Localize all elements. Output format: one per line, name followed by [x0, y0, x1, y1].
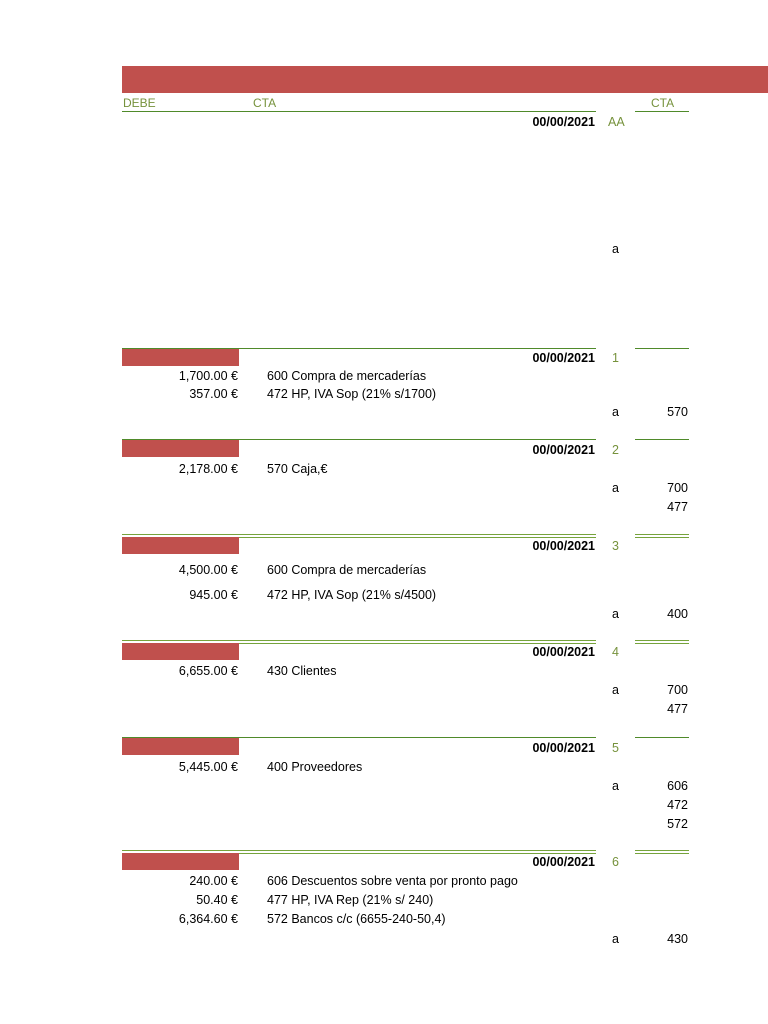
entry-rule-right: [635, 534, 689, 538]
credit-account: 572: [667, 817, 688, 831]
credit-account: 477: [667, 702, 688, 716]
debit-account: 400 Proveedores: [267, 760, 363, 774]
debit-account: 606 Descuentos sobre venta por pronto pa…: [267, 874, 518, 888]
debit-account: 600 Compra de mercaderías: [267, 369, 427, 383]
credit-account: 477: [667, 500, 688, 514]
entry-red-block: [122, 537, 239, 554]
debit-amount: 357.00 €: [189, 387, 238, 401]
credit-account: 700: [667, 481, 688, 495]
credit-account: 400: [667, 607, 688, 621]
header-cta-right: CTA: [651, 96, 675, 110]
debit-account: 572 Bancos c/c (6655-240-50,4): [267, 912, 446, 926]
entry-rule-right: [635, 348, 689, 349]
entry-red-block: [122, 349, 239, 366]
entry-date: 00/00/2021: [532, 539, 595, 553]
credit-marker: a: [612, 481, 619, 495]
debit-amount: 2,178.00 €: [178, 462, 238, 476]
entry-date: 00/00/2021: [532, 855, 595, 869]
credit-marker: a: [612, 779, 619, 793]
debit-amount: 1,700.00 €: [178, 369, 238, 383]
debit-account: 472 HP, IVA Sop (21% s/1700): [267, 387, 437, 401]
entry-rule-left: [122, 850, 596, 854]
entry-red-block: [122, 440, 239, 457]
credit-account: 570: [667, 405, 688, 419]
credit-marker: a: [612, 932, 619, 946]
debit-account: 600 Compra de mercaderías: [267, 563, 427, 577]
entry-number: 2: [612, 443, 619, 457]
entry-red-block: [122, 853, 239, 870]
credit-account: 430: [667, 932, 688, 946]
entry-number: 4: [612, 645, 619, 659]
debit-account: 570 Caja,€: [267, 462, 328, 476]
debit-amount: 4,500.00 €: [178, 563, 238, 577]
credit-marker: a: [612, 242, 619, 256]
debit-amount: 50.40 €: [196, 893, 238, 907]
header-debe: DEBE: [123, 96, 156, 110]
title-bar: [122, 66, 768, 93]
entry-red-block: [122, 738, 239, 755]
entry-rule-left: [122, 534, 596, 538]
header-rule-right: [635, 111, 689, 112]
entry-rule-right: [635, 850, 689, 854]
entry-rule-left: [122, 640, 596, 644]
header-cta-left: CTA: [253, 96, 277, 110]
entry-number: 3: [612, 539, 619, 553]
entry-date: 00/00/2021: [532, 443, 595, 457]
credit-marker: a: [612, 405, 619, 419]
entry-rule-left: [122, 737, 596, 738]
credit-account: 606: [667, 779, 688, 793]
entry-number: AA: [608, 115, 625, 129]
entry-date: 00/00/2021: [532, 115, 595, 129]
entry-number: 6: [612, 855, 619, 869]
entry-number: 1: [612, 351, 619, 365]
debit-amount: 6,364.60 €: [178, 912, 238, 926]
debit-amount: 945.00 €: [189, 588, 238, 602]
credit-account: 700: [667, 683, 688, 697]
credit-marker: a: [612, 683, 619, 697]
header-rule-left: [122, 111, 596, 112]
entry-rule-right: [635, 439, 689, 440]
entry-rule-right: [635, 640, 689, 644]
debit-account: 477 HP, IVA Rep (21% s/ 240): [267, 893, 434, 907]
entry-date: 00/00/2021: [532, 351, 595, 365]
entry-rule-right: [635, 737, 689, 738]
credit-account: 472: [667, 798, 688, 812]
entry-rule-left: [122, 348, 596, 349]
credit-marker: a: [612, 607, 619, 621]
debit-account: 472 HP, IVA Sop (21% s/4500): [267, 588, 437, 602]
entry-rule-left: [122, 439, 596, 440]
entry-date: 00/00/2021: [532, 645, 595, 659]
debit-account: 430 Clientes: [267, 664, 337, 678]
entry-red-block: [122, 643, 239, 660]
debit-amount: 240.00 €: [189, 874, 238, 888]
debit-amount: 5,445.00 €: [178, 760, 238, 774]
debit-amount: 6,655.00 €: [178, 664, 238, 678]
entry-number: 5: [612, 741, 619, 755]
entry-date: 00/00/2021: [532, 741, 595, 755]
